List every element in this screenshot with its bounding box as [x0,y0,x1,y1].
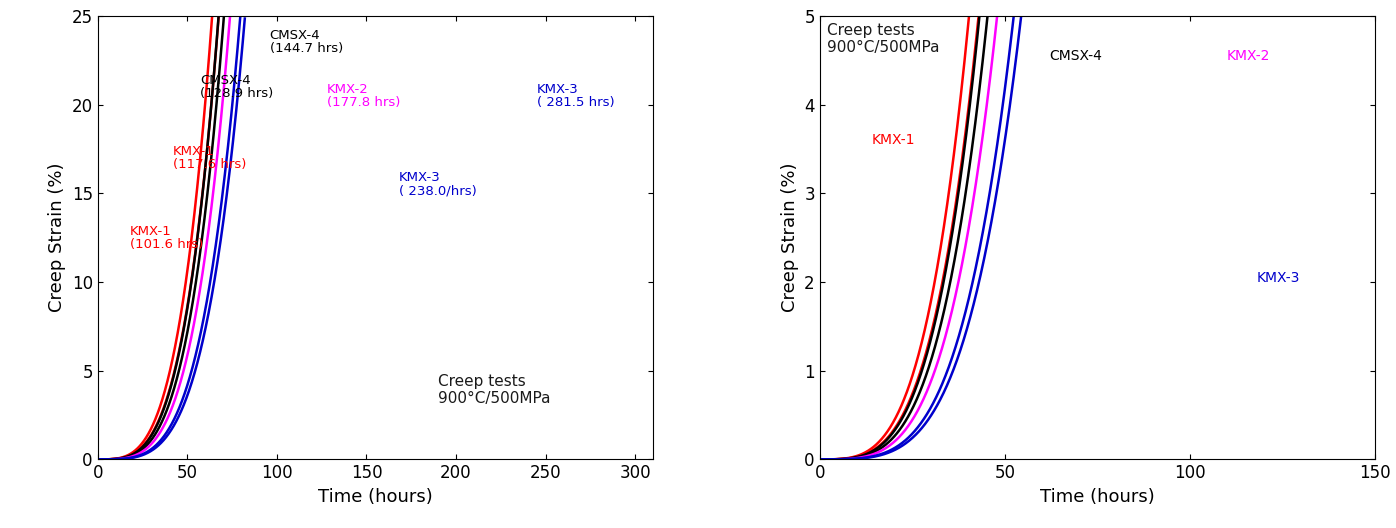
Text: Creep tests
900°C/500MPa: Creep tests 900°C/500MPa [438,374,550,406]
Text: (177.8 hrs): (177.8 hrs) [327,96,401,109]
Text: KMX-1: KMX-1 [871,133,914,147]
Text: KMX-1: KMX-1 [173,145,215,158]
Text: (101.6 hrs): (101.6 hrs) [130,238,204,251]
Text: (128.9 hrs): (128.9 hrs) [200,87,274,100]
X-axis label: Time (hours): Time (hours) [318,488,433,506]
Text: KMX-3: KMX-3 [399,172,441,184]
Y-axis label: Creep Strain (%): Creep Strain (%) [780,163,799,313]
Text: CMSX-4: CMSX-4 [200,74,250,87]
Text: ( 238.0/hrs): ( 238.0/hrs) [399,184,476,197]
Text: CMSX-4: CMSX-4 [269,30,320,42]
Text: KMX-1: KMX-1 [130,224,172,238]
X-axis label: Time (hours): Time (hours) [1040,488,1154,506]
Y-axis label: Creep Strain (%): Creep Strain (%) [49,163,66,313]
Text: ( 281.5 hrs): ( 281.5 hrs) [536,96,614,109]
Text: (144.7 hrs): (144.7 hrs) [269,42,343,55]
Text: (117.6 hrs): (117.6 hrs) [173,158,246,171]
Text: Creep tests
900°C/500MPa: Creep tests 900°C/500MPa [826,23,940,55]
Text: KMX-3: KMX-3 [536,83,578,96]
Text: KMX-2: KMX-2 [1227,49,1270,63]
Text: CMSX-4: CMSX-4 [1050,49,1101,63]
Text: KMX-3: KMX-3 [1256,270,1300,285]
Text: KMX-2: KMX-2 [327,83,369,96]
